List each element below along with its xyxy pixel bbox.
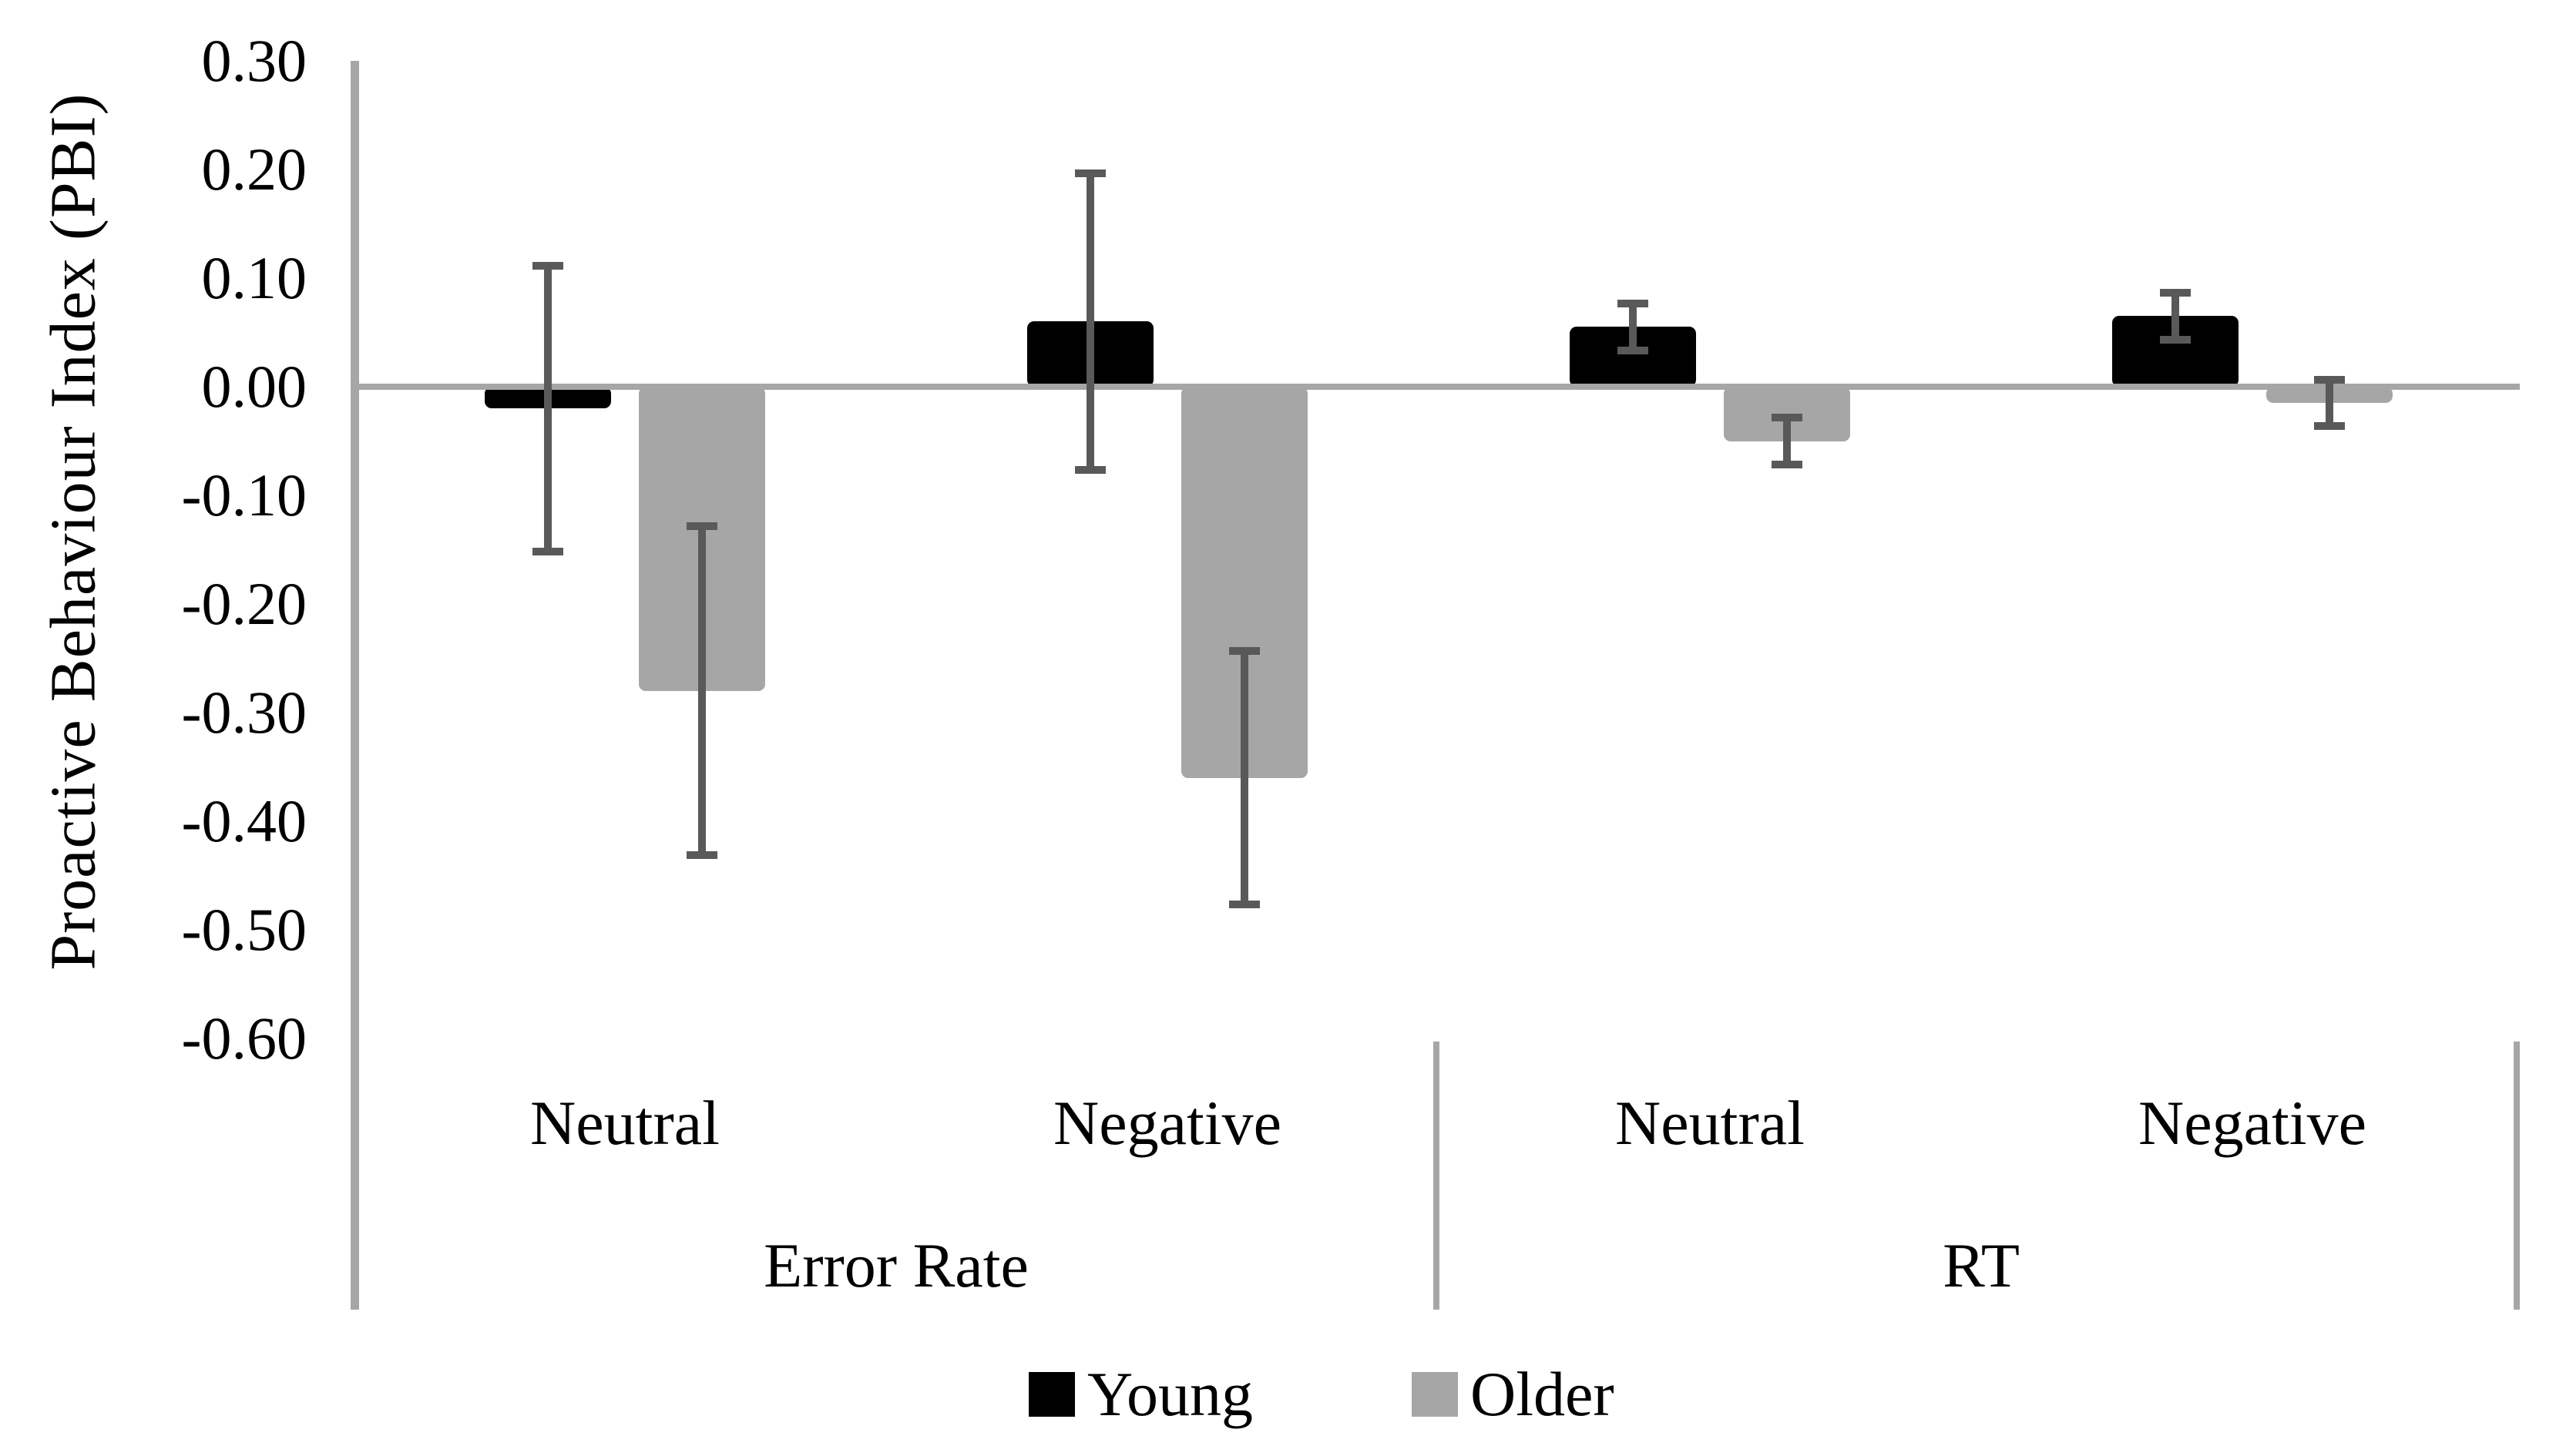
y-tick-label: -0.60 [181,1005,307,1072]
error-bar-cap-bottom [1617,346,1648,354]
error-bar-cap-top [1772,414,1802,422]
y-tick-label: 0.20 [201,136,307,203]
error-bar-young-3 [2171,289,2179,344]
y-tick-label: 0.10 [201,244,307,311]
error-bar-cap-top [1075,169,1106,177]
zero-baseline [351,384,2520,390]
error-bar-cap-top [2160,289,2191,297]
error-bar-cap-top [532,261,563,270]
error-bar-cap-bottom [1075,465,1106,474]
y-tick-label: -0.50 [181,896,307,963]
error-bar-cap-bottom [2160,335,2191,344]
category-label-error-rate-negative: Negative [1053,1088,1281,1158]
error-bar-cap-bottom [1229,900,1260,908]
error-bar-cap-top [1229,647,1260,656]
error-bar-cap-bottom [532,547,563,555]
legend-item-young: Young [1029,1357,1253,1431]
category-label-rt-neutral: Neutral [1615,1088,1805,1158]
error-bar-older-2 [1783,414,1791,468]
y-tick-label: 0.30 [201,27,307,94]
category-label-error-rate-neutral: Neutral [530,1088,720,1158]
older-legend-swatch [1412,1372,1458,1417]
y-tick-label: -0.20 [181,570,307,637]
legend-item-older: Older [1412,1357,1614,1431]
error-bar-cap-top [687,522,717,531]
group-label-rt: RT [1943,1230,2020,1300]
group-label-error-rate: Error Rate [764,1230,1029,1300]
category-label-rt-negative: Negative [2138,1088,2366,1158]
error-bar-young-1 [1087,169,1094,474]
error-bar-young-2 [1629,300,1637,354]
group-separator-line [1433,1042,1439,1310]
error-bar-cap-bottom [1772,460,1802,468]
plot-right-border-line [2514,1042,2520,1310]
older-legend-label: Older [1470,1359,1614,1429]
y-tick-label: -0.10 [181,461,307,528]
error-bar-older-0 [698,522,706,860]
y-tick-label: -0.40 [181,787,307,854]
y-axis-line [351,61,359,1310]
y-tick-label: 0.00 [201,353,307,420]
error-bar-cap-bottom [687,851,717,860]
error-bar-cap-top [2314,375,2345,384]
y-tick-label: -0.30 [181,679,307,746]
error-bar-older-3 [2326,375,2333,431]
error-bar-cap-top [1617,300,1648,308]
young-legend-swatch [1029,1372,1075,1417]
error-bar-young-0 [544,261,552,555]
error-bar-cap-bottom [2314,422,2345,431]
error-bar-older-1 [1241,647,1248,908]
young-legend-label: Young [1087,1359,1254,1429]
